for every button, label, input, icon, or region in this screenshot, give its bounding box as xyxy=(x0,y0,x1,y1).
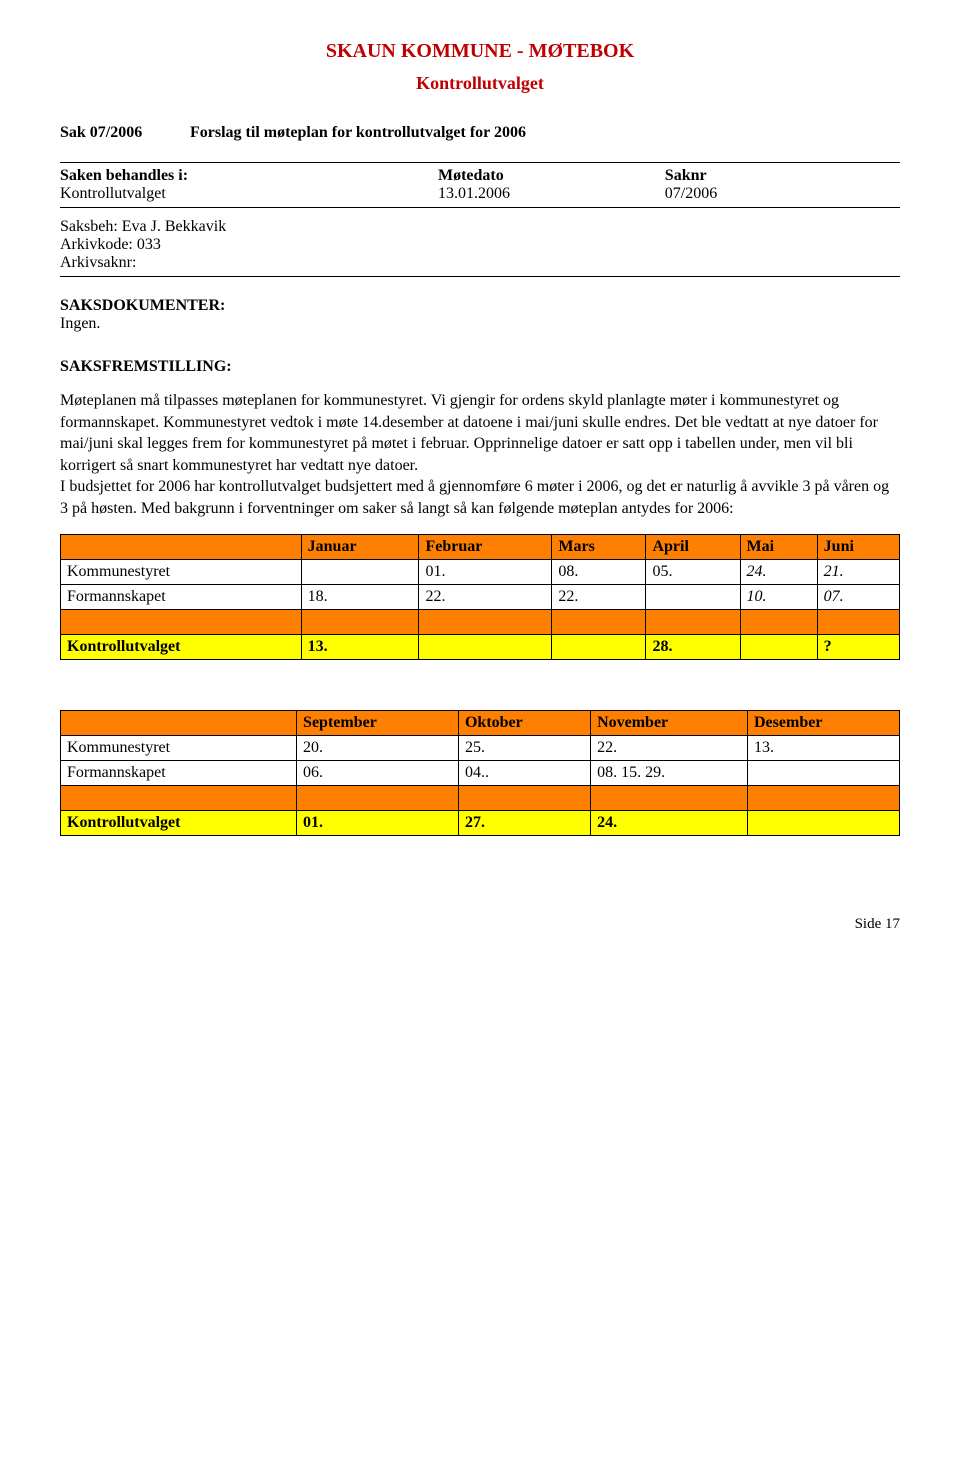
table-cell xyxy=(748,810,900,835)
table-separator-cell xyxy=(817,609,899,634)
table-cell: 24. xyxy=(591,810,748,835)
table-header-cell: Februar xyxy=(419,534,552,559)
table-separator-cell xyxy=(552,609,646,634)
table-cell: 28. xyxy=(646,634,740,659)
table-header-cell: Januar xyxy=(301,534,419,559)
table-cell: 10. xyxy=(740,584,817,609)
page-footer: Side 17 xyxy=(60,916,900,933)
doc-title: SKAUN KOMMUNE - MØTEBOK xyxy=(60,40,900,63)
table-cell xyxy=(419,634,552,659)
table-row-label: Kommunestyret xyxy=(61,559,302,584)
saknr-label: Saknr xyxy=(665,167,707,184)
table-separator-cell xyxy=(591,785,748,810)
saksfremstilling-label: SAKSFREMSTILLING: xyxy=(60,358,900,376)
table-cell: 05. xyxy=(646,559,740,584)
table-cell: 25. xyxy=(458,735,590,760)
table-cell: 27. xyxy=(458,810,590,835)
table-separator-cell xyxy=(740,609,817,634)
table-cell xyxy=(748,760,900,785)
table-header-cell: Juni xyxy=(817,534,899,559)
table-separator-cell xyxy=(61,785,297,810)
table-cell: 24. xyxy=(740,559,817,584)
table-separator-cell xyxy=(301,609,419,634)
case-row: Sak 07/2006 Forslag til møteplan for kon… xyxy=(60,124,900,142)
case-number: Sak 07/2006 xyxy=(60,124,190,142)
table-header-cell: Oktober xyxy=(458,710,590,735)
divider xyxy=(60,207,900,208)
table-separator-cell xyxy=(419,609,552,634)
table-cell: 18. xyxy=(301,584,419,609)
table-separator-cell xyxy=(748,785,900,810)
table-header-cell xyxy=(61,534,302,559)
table-cell: 08. 15. 29. xyxy=(591,760,748,785)
doc-subtitle: Kontrollutvalget xyxy=(60,73,900,94)
table-row-label: Kommunestyret xyxy=(61,735,297,760)
meta-kontrollutvalget: Kontrollutvalget xyxy=(60,185,166,202)
table-cell: 22. xyxy=(552,584,646,609)
table-row-label: Formannskapet xyxy=(61,584,302,609)
saksdokumenter-text: Ingen. xyxy=(60,315,900,333)
table-cell: ? xyxy=(817,634,899,659)
meta-saknr: 07/2006 xyxy=(665,185,717,202)
meta-table: Saken behandles i: Møtedato Saknr Kontro… xyxy=(60,167,900,203)
table-cell: 13. xyxy=(301,634,419,659)
table-cell: 20. xyxy=(297,735,459,760)
saksdokumenter-label: SAKSDOKUMENTER: xyxy=(60,297,900,315)
table-cell: 04.. xyxy=(458,760,590,785)
table-separator-cell xyxy=(61,609,302,634)
table-header-cell: Mars xyxy=(552,534,646,559)
behandles-label: Saken behandles i: xyxy=(60,167,188,184)
divider xyxy=(60,276,900,277)
table-separator-cell xyxy=(458,785,590,810)
meta-motedato: 13.01.2006 xyxy=(438,185,510,202)
schedule-table-2: SeptemberOktoberNovemberDesember Kommunes… xyxy=(60,710,900,836)
table-cell: 07. xyxy=(817,584,899,609)
table-cell xyxy=(552,634,646,659)
table-row-label: Formannskapet xyxy=(61,760,297,785)
meta-arkivsaknr: Arkivsaknr: xyxy=(60,254,900,272)
schedule-table-1: JanuarFebruarMarsAprilMaiJuni Kommunestyr… xyxy=(60,534,900,660)
table-cell xyxy=(646,584,740,609)
table-header-cell: September xyxy=(297,710,459,735)
table-cell: 06. xyxy=(297,760,459,785)
table-cell xyxy=(301,559,419,584)
case-description: Forslag til møteplan for kontrollutvalge… xyxy=(190,124,526,142)
table-header-cell: Desember xyxy=(748,710,900,735)
table-header-cell: November xyxy=(591,710,748,735)
table-cell: 22. xyxy=(591,735,748,760)
table-cell: 01. xyxy=(419,559,552,584)
body-text: Møteplanen må tilpasses møteplanen for k… xyxy=(60,390,900,520)
table-cell xyxy=(740,634,817,659)
table-header-cell xyxy=(61,710,297,735)
table-cell: 01. xyxy=(297,810,459,835)
table-cell: 08. xyxy=(552,559,646,584)
table-header-cell: April xyxy=(646,534,740,559)
motedato-label: Møtedato xyxy=(438,167,504,184)
table-row-label: Kontrollutvalget xyxy=(61,634,302,659)
table-separator-cell xyxy=(297,785,459,810)
meta-arkivkode: Arkivkode: 033 xyxy=(60,236,900,254)
table-header-cell: Mai xyxy=(740,534,817,559)
divider xyxy=(60,162,900,163)
table-cell: 13. xyxy=(748,735,900,760)
meta-saksbeh: Saksbeh: Eva J. Bekkavik xyxy=(60,218,900,236)
table-cell: 21. xyxy=(817,559,899,584)
table-separator-cell xyxy=(646,609,740,634)
table-row-label: Kontrollutvalget xyxy=(61,810,297,835)
table-cell: 22. xyxy=(419,584,552,609)
